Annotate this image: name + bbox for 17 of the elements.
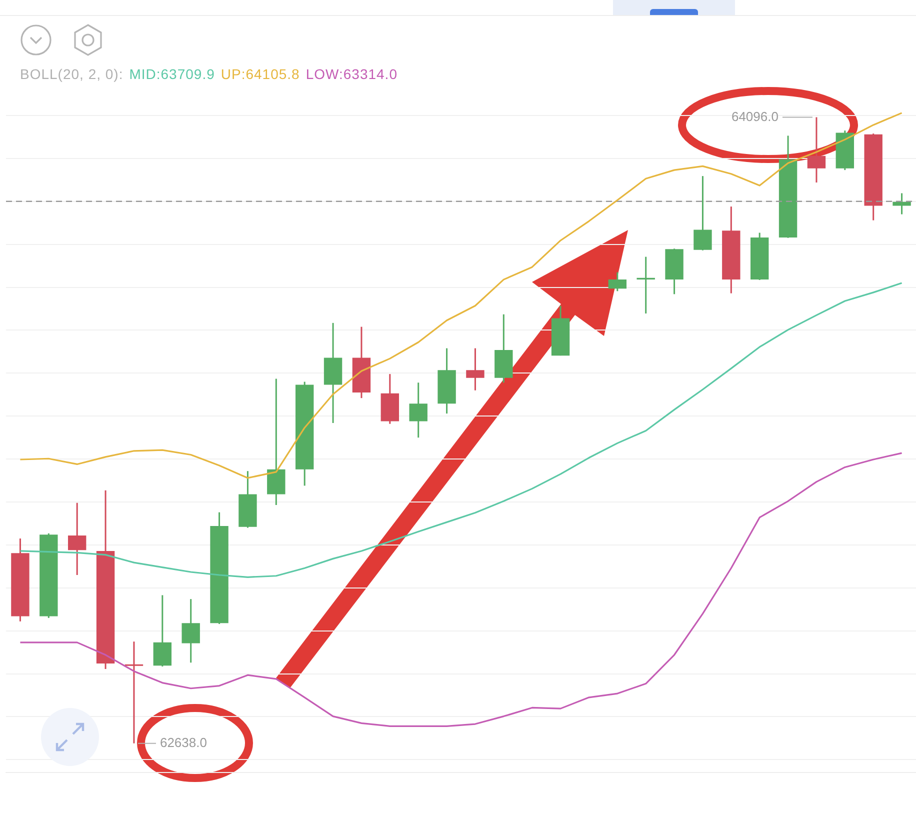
candlestick xyxy=(68,502,86,576)
candlestick xyxy=(892,192,911,216)
candlestick xyxy=(694,175,712,252)
candlestick xyxy=(636,256,655,314)
candlestick xyxy=(466,348,484,392)
candlestick xyxy=(124,640,144,744)
text: MID:63709.9 xyxy=(129,66,215,82)
legend-title: BOLL(20, 2, 0): xyxy=(20,66,124,82)
candlestick xyxy=(153,594,172,668)
text: UP:64105.8 xyxy=(220,66,300,82)
text: LOW:63314.0 xyxy=(306,66,398,82)
annotation: 64096.0 xyxy=(731,108,778,124)
candlestick xyxy=(409,382,428,438)
candlestick xyxy=(182,598,200,664)
candlestick xyxy=(807,116,826,184)
annotation: 62638.0 xyxy=(160,734,207,750)
candlestick xyxy=(608,272,627,292)
